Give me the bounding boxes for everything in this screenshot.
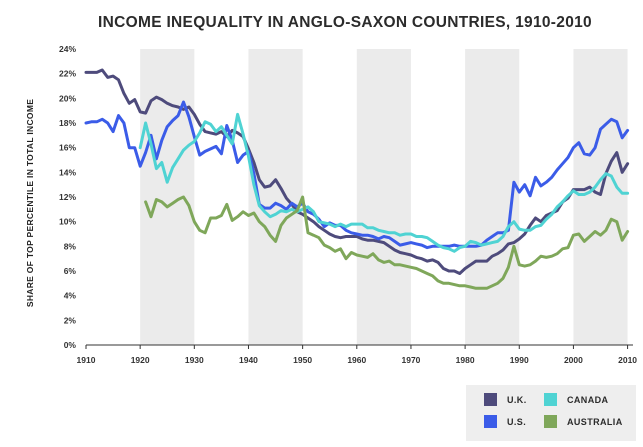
- y-axis: 0% 2% 4% 6% 8% 10% 12% 14% 16% 18% 20% 22% 24%: [59, 44, 76, 350]
- y-tick-label: 14%: [59, 167, 76, 177]
- x-tick-label: 1960: [347, 355, 366, 365]
- x-tick-label: 1950: [293, 355, 312, 365]
- series-line-canada: [138, 112, 630, 253]
- x-tick-label: 2010: [618, 355, 637, 365]
- decade-band-2000: [573, 49, 628, 345]
- legend-label-canada: CANADA: [567, 395, 608, 405]
- y-tick-label: 16%: [59, 143, 76, 153]
- y-tick-label: 22%: [59, 69, 76, 79]
- y-axis-label: SHARE OF TOP PERCENTILE IN TOTAL INCOME: [25, 99, 35, 307]
- legend-label-uk: U.K.: [507, 395, 527, 405]
- legend-swatch-canada: [544, 393, 557, 406]
- x-tick-label: 1970: [401, 355, 420, 365]
- y-tick-label: 20%: [59, 93, 76, 103]
- x-tick-label: 1990: [510, 355, 529, 365]
- x-tick-label: 1920: [131, 355, 150, 365]
- legend-swatch-uk: [484, 393, 497, 406]
- decade-band-1960: [356, 49, 411, 345]
- y-tick-label: 8%: [64, 241, 77, 251]
- y-tick-label: 10%: [59, 217, 76, 227]
- series-line-u-k: [84, 68, 630, 275]
- legend-label-us: U.S.: [507, 417, 526, 427]
- series-line-u-s: [84, 100, 630, 250]
- decade-band-1920: [140, 49, 195, 345]
- y-tick-label: 6%: [64, 266, 77, 276]
- series-lines: [84, 68, 630, 290]
- x-tick-label: 1980: [456, 355, 475, 365]
- x-tick-label: 1930: [185, 355, 204, 365]
- x-tick-label: 1940: [239, 355, 258, 365]
- x-axis: 1910 1920 1930 1940 1950 1960 1970 1980 1990 2000…: [77, 345, 637, 365]
- x-tick-label: 1910: [77, 355, 96, 365]
- x-tick-label: 2000: [564, 355, 583, 365]
- y-tick-label: 12%: [59, 192, 76, 202]
- legend-label-australia: AUSTRALIA: [567, 417, 623, 427]
- series-line-australia: [144, 195, 630, 290]
- chart-title: INCOME INEQUALITY IN ANGLO-SAXON COUNTRI…: [98, 14, 592, 31]
- y-tick-label: 0%: [64, 340, 77, 350]
- legend-swatch-australia: [544, 415, 557, 428]
- legend: U.K. CANADA U.S. AUSTRALIA: [466, 385, 636, 441]
- y-tick-label: 4%: [64, 291, 77, 301]
- y-tick-label: 24%: [59, 44, 76, 54]
- y-tick-label: 2%: [64, 315, 77, 325]
- decade-shading: [140, 49, 628, 345]
- decade-band-1980: [465, 49, 520, 345]
- legend-swatch-us: [484, 415, 497, 428]
- y-tick-label: 18%: [59, 118, 76, 128]
